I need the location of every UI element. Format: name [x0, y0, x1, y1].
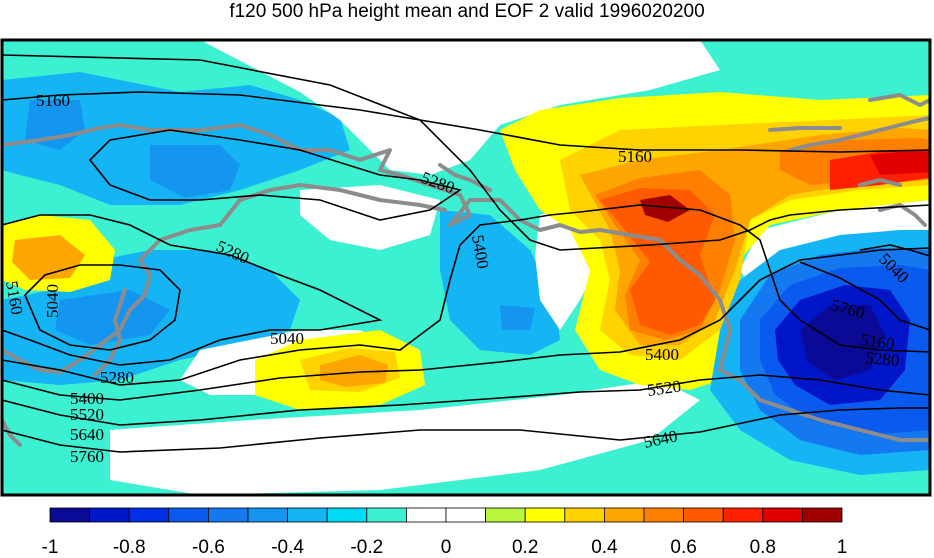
colorbar-swatch: [564, 507, 605, 523]
contour-label: 5280: [100, 368, 134, 387]
colorbar-tick-label: 0.6: [670, 537, 696, 558]
contour-east-5040: [859, 244, 930, 257]
contour-label: 5280: [865, 348, 901, 370]
colorbar-swatch: [168, 507, 209, 523]
field-pos-orange-south: [320, 355, 388, 387]
contour-5160-loop: [88, 129, 462, 221]
colorbar-swatch: [524, 507, 566, 523]
map-title: f120 500 hPa height mean and EOF 2 valid…: [229, 1, 705, 22]
colorbar-swatch: [604, 507, 645, 523]
field-neutral-south: [110, 380, 700, 495]
field-neg-light-nw: [2, 72, 350, 205]
contour-east-trough: [799, 261, 930, 331]
contour-label: 5400: [645, 345, 679, 364]
contour-label: 5040: [270, 329, 304, 348]
contour-label: 5160: [859, 330, 895, 354]
contour-label: 5520: [70, 405, 104, 424]
field-neg-medium-west: [55, 290, 170, 345]
field-neg-medium-north: [150, 145, 240, 198]
colorbar-swatch: [49, 507, 90, 523]
contour-label: 5400: [70, 389, 104, 408]
colorbar-tick-label: 0.4: [591, 537, 618, 558]
colorbar-swatch: [287, 507, 328, 523]
field-neg-east-core: [800, 305, 885, 380]
colorbar-swatch: [445, 507, 486, 523]
field-neg-medium-nw: [25, 100, 85, 150]
colorbar-tick-label: -0.2: [350, 537, 383, 558]
contour-5400-center: [2, 204, 930, 386]
contour-5760: [2, 407, 930, 453]
contour-label: 5640: [70, 425, 104, 444]
field-neutral-north: [200, 40, 720, 175]
colorbar-swatch: [247, 507, 288, 523]
field-pos-redorange: [600, 188, 715, 335]
colorbar-swatch: [802, 507, 843, 523]
colorbar-tick-label: -1: [42, 537, 59, 558]
colorbar-swatch: [405, 507, 447, 523]
colorbar-tick-label: 1: [837, 537, 848, 558]
contour-5280-north: [2, 54, 930, 251]
colorbar-swatch: [722, 507, 764, 523]
colorbar-swatch: [128, 507, 170, 523]
contour-label: 5160: [618, 147, 652, 166]
colorbar: -1 -0.8 -0.6 -0.4 -0.2 0 0.2 0.4 0.6 0.8 1: [42, 507, 848, 558]
colorbar-swatch: [207, 507, 249, 523]
contour-5160-north: [2, 91, 930, 153]
contour-label: 5160: [36, 91, 70, 110]
colorbar-swatch: [485, 507, 526, 523]
contour-5280-west: [2, 214, 383, 366]
map-frame: [0, 38, 932, 497]
colorbar-swatch: [762, 507, 803, 523]
contour-label: 5760: [70, 447, 104, 466]
colorbar-swatch: [643, 507, 684, 523]
colorbar-tick-label: -0.4: [271, 537, 304, 558]
contour-label: 5040: [43, 284, 62, 318]
field-pos-darkred-ne: [870, 150, 930, 175]
contour-5520: [2, 247, 930, 401]
contour-5040-loop: [24, 264, 181, 351]
colorbar-tick-label: 0: [441, 537, 452, 558]
colorbar-tick-label: -0.8: [113, 537, 146, 558]
height-contours: [2, 54, 930, 453]
contour-label: 5520: [646, 376, 682, 400]
field-pos-darkred-core: [640, 195, 690, 222]
colorbar-swatch: [89, 507, 130, 523]
contour-5640: [2, 374, 930, 426]
colorbar-tick-label: -0.6: [192, 537, 225, 558]
colorbar-tick-label: 0.2: [512, 537, 538, 558]
colorbar-swatch: [683, 507, 724, 523]
contour-label-group: 5160 5280 5400 5520 5640 5760 5040 5160 …: [2, 91, 913, 466]
field-neg-medium-center: [500, 305, 535, 330]
colorbar-swatch: [326, 507, 368, 523]
colorbar-swatch: [366, 507, 407, 523]
colorbar-tick-label: 0.8: [750, 537, 776, 558]
